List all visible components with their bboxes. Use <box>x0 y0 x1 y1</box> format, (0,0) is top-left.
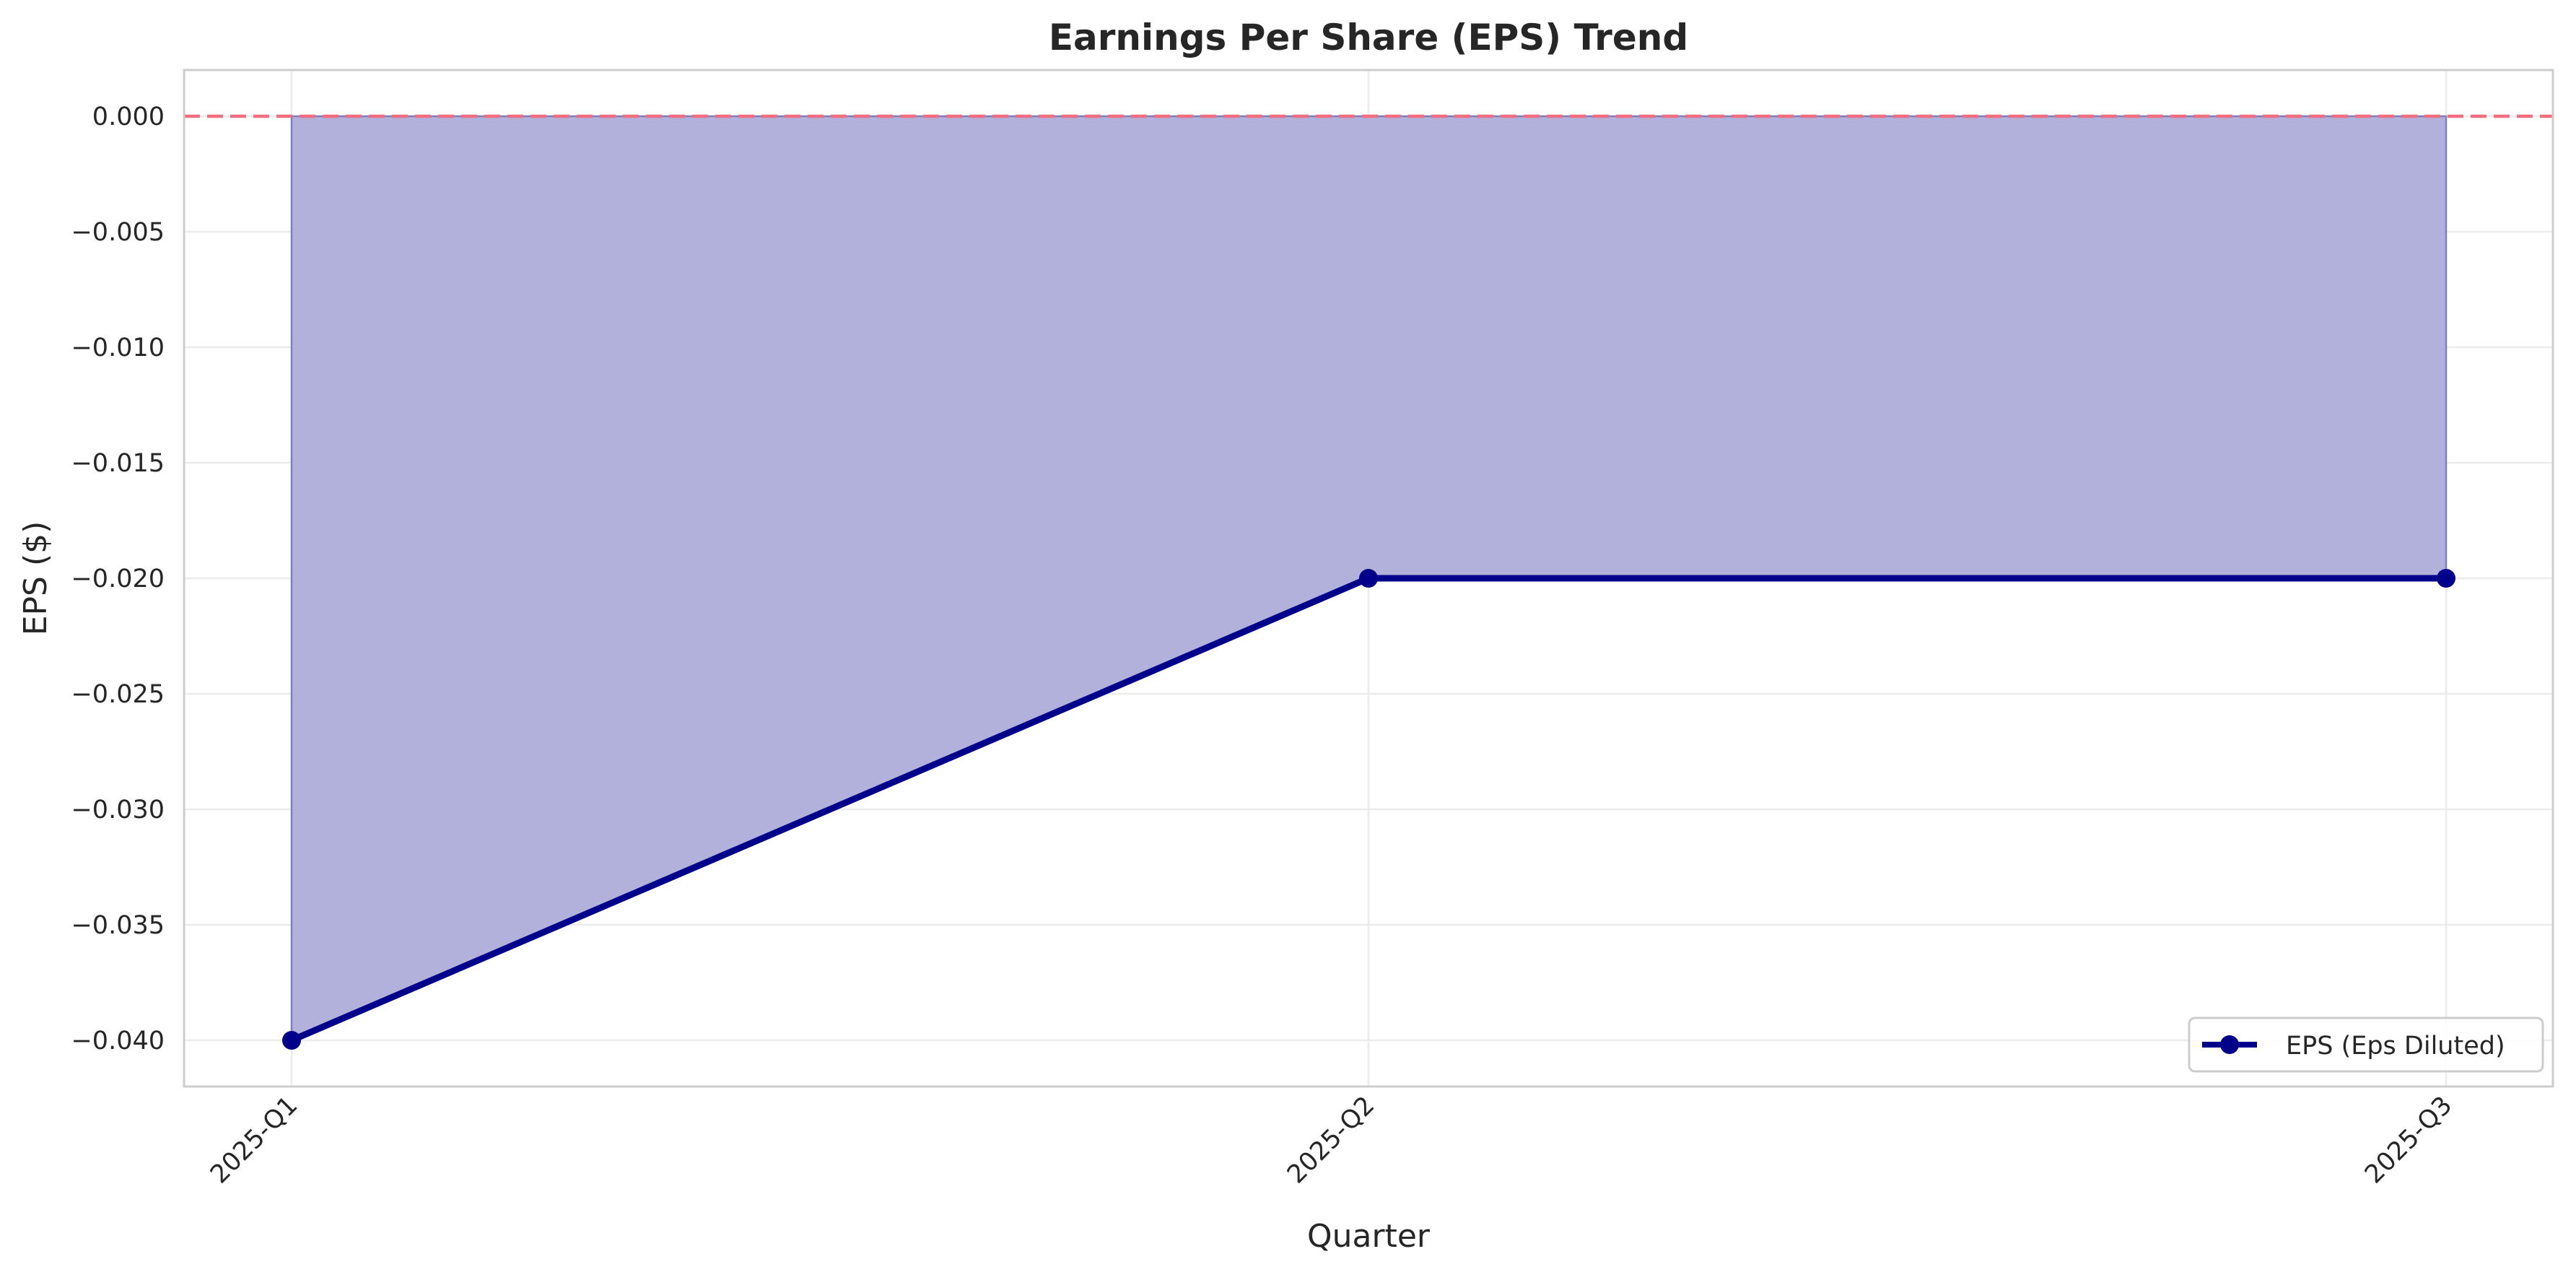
eps-point-2025-Q2 <box>1359 569 1378 588</box>
y-tick-label: −0.040 <box>71 1027 165 1055</box>
legend-label: EPS (Eps Diluted) <box>2286 1032 2505 1061</box>
y-tick-label: −0.030 <box>71 796 165 824</box>
legend: EPS (Eps Diluted) <box>2188 1016 2544 1073</box>
y-tick-label: −0.010 <box>71 334 165 362</box>
eps-point-2025-Q1 <box>282 1031 301 1050</box>
plot-frame <box>183 69 2554 1088</box>
legend-marker-swatch <box>2220 1035 2239 1054</box>
chart-title: Earnings Per Share (EPS) Trend <box>1049 17 1688 58</box>
y-tick-label: −0.015 <box>71 449 165 478</box>
legend-box <box>2188 1016 2544 1073</box>
eps-point-2025-Q3 <box>2437 569 2455 588</box>
x-axis-label: Quarter <box>1307 1218 1431 1255</box>
y-axis-label: EPS ($) <box>17 521 54 636</box>
y-tick-label: −0.035 <box>71 911 165 940</box>
y-tick-label: 0.000 <box>92 103 165 131</box>
y-tick-label: −0.025 <box>71 680 165 709</box>
y-tick-label: −0.020 <box>71 565 165 593</box>
marker-layer <box>282 569 2455 1050</box>
y-tick-label: −0.005 <box>71 218 165 247</box>
y-tick-labels: 0.000 −0.005 −0.010 −0.015 −0.020 −0.025 −0.03… <box>71 103 165 1055</box>
